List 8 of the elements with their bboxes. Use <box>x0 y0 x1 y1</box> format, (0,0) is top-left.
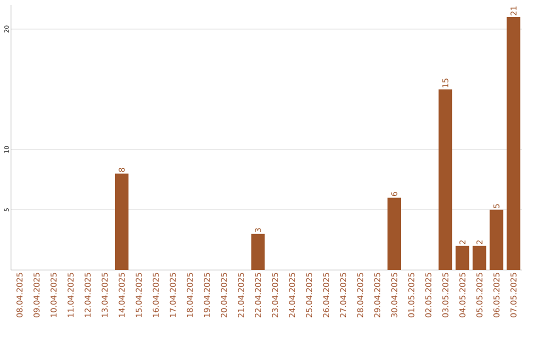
bar <box>388 198 402 270</box>
bar <box>456 246 470 270</box>
bar <box>490 210 504 270</box>
bar <box>251 234 265 270</box>
bar <box>472 246 486 270</box>
bar <box>114 174 128 270</box>
bar <box>506 17 520 270</box>
bar <box>438 89 452 270</box>
